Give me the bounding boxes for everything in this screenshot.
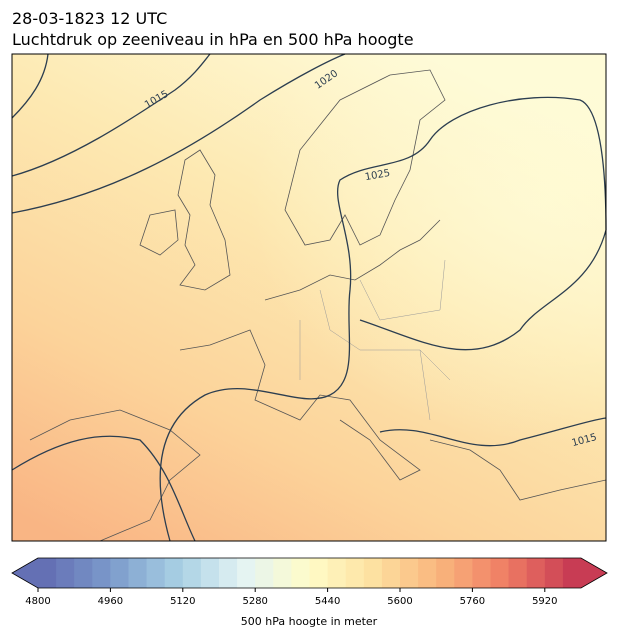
colorbar-segment [291,558,310,588]
colorbar-segment [327,558,347,588]
colorbar-segment [345,558,365,588]
colorbar-segment [309,558,329,588]
colorbar-tick-label: 5440 [315,596,340,607]
colorbar-segment [128,558,148,588]
colorbar-segment [219,558,238,588]
colorbar-segment [363,558,383,588]
colorbar-outline [11,557,608,589]
colorbar-segment [381,558,401,588]
colorbar-segment [92,558,111,588]
colorbar-segment [182,558,202,588]
colorbar-segment [164,558,184,588]
colorbar: 4800 4960 5120 5280 5440 5600 5760 5920 [11,557,608,607]
colorbar-tick-label: 5280 [242,596,267,607]
colorbar-segment [273,558,292,588]
colorbar-segment [508,558,528,588]
colorbar-segment [110,558,129,588]
colorbar-segment [418,558,437,588]
map: 1015 1020 1025 1015 [11,53,607,542]
colorbar-segment [400,558,419,588]
colorbar-segment [526,558,546,588]
colorbar-segment [56,558,75,588]
colorbar-tick-label: 5120 [170,596,195,607]
colorbar-tick-label: 5600 [387,596,412,607]
colorbar-segment [472,558,491,588]
colorbar-label: 500 hPa hoogte in meter [241,615,378,628]
colorbar-segment [454,558,473,588]
subtitle: Luchtdruk op zeeniveau in hPa en 500 hPa… [12,30,414,49]
colorbar-segment [237,558,256,588]
colorbar-tick-label: 5920 [532,596,557,607]
colorbar-segment [38,558,57,588]
colorbar-segment [490,558,510,588]
colorbar-tick-label: 4800 [25,596,50,607]
colorbar-tick-label: 5760 [460,596,485,607]
colorbar-segment [200,558,220,588]
colorbar-tick-label: 4960 [98,596,123,607]
colorbar-extend [581,558,607,588]
colorbar-segment [436,558,455,588]
colorbar-extend [12,558,38,588]
colorbar-segment [255,558,274,588]
title: 28-03-1823 12 UTC [12,9,167,28]
colorbar-segment [146,558,166,588]
colorbar-segment [562,558,582,588]
colorbar-segment [544,558,564,588]
isobar-label: 1025 [364,168,391,183]
colorbar-segment [74,558,93,588]
